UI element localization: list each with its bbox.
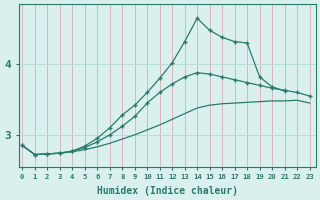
X-axis label: Humidex (Indice chaleur): Humidex (Indice chaleur) <box>97 186 238 196</box>
